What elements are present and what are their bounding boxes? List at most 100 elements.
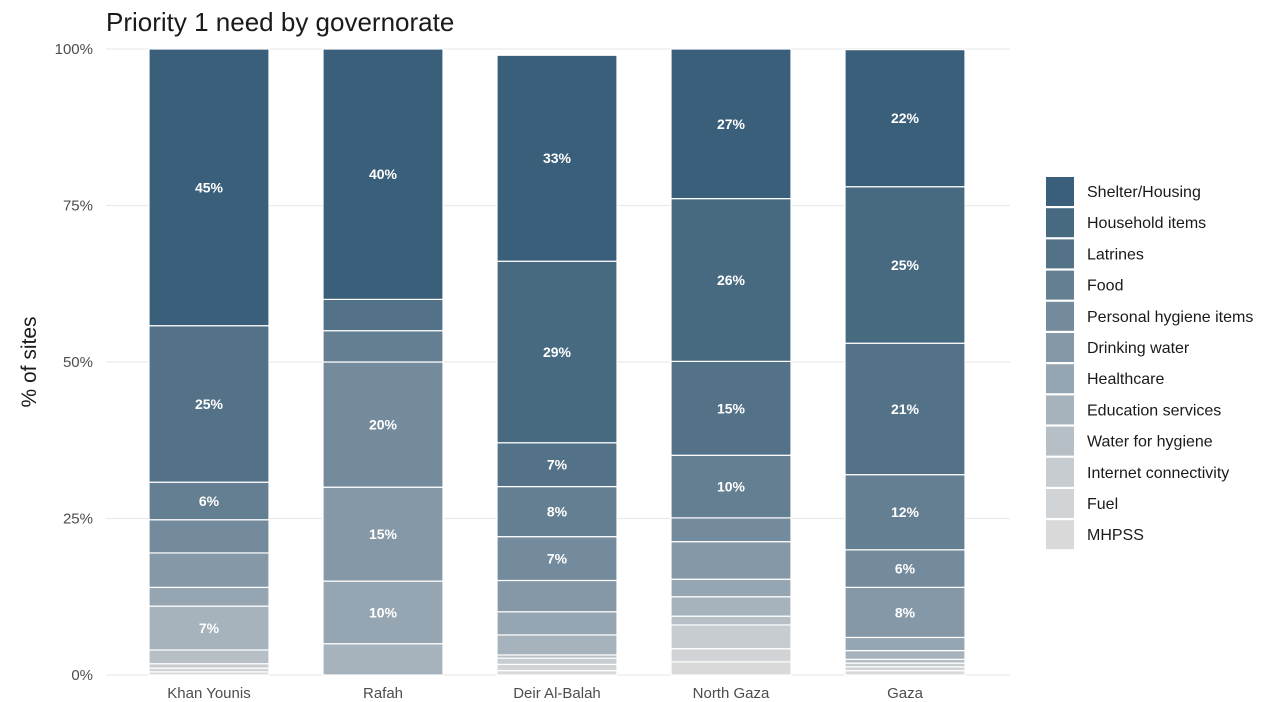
legend: Shelter/Housing Household items Latrines Fo…	[1046, 177, 1253, 550]
bar-data-label: 15%	[369, 526, 398, 542]
bar-segment	[670, 541, 792, 580]
bar-data-label: 7%	[199, 620, 220, 636]
bar-data-label: 12%	[891, 504, 920, 520]
bar-segment	[148, 605, 270, 651]
bar-segment	[496, 260, 618, 444]
legend-label: Food	[1087, 278, 1123, 295]
bar-data-label: 6%	[199, 493, 220, 509]
bar-segment	[496, 657, 618, 665]
bar-segment	[844, 549, 966, 588]
legend-label: Personal hygiene items	[1087, 309, 1253, 326]
bar-segment	[670, 48, 792, 200]
bar-segment	[148, 586, 270, 607]
y-tick-label: 25%	[63, 511, 93, 528]
legend-swatch	[1046, 426, 1074, 456]
legend-swatch	[1046, 270, 1074, 300]
bar-segment	[148, 481, 270, 521]
x-axis-ticks: Khan Younis Rafah Deir Al-Balah North Gaza G…	[167, 685, 923, 702]
legend-label: Drinking water	[1087, 340, 1190, 357]
bar-segment	[322, 330, 444, 363]
bar-segment	[496, 579, 618, 613]
bar-segment	[148, 519, 270, 554]
legend-label: Healthcare	[1087, 371, 1164, 388]
bar-data-label: 21%	[891, 401, 920, 417]
bar-segment	[670, 198, 792, 362]
bar-data-label: 40%	[369, 166, 398, 182]
legend-label: Internet connectivity	[1087, 465, 1229, 482]
bar-segment	[496, 54, 618, 262]
legend-swatch	[1046, 457, 1074, 487]
bar-data-label: 7%	[547, 551, 568, 567]
bar-data-label: 33%	[543, 150, 572, 166]
bar-segment	[670, 360, 792, 456]
legend-swatch	[1046, 301, 1074, 331]
bar-data-label: 27%	[717, 116, 746, 132]
bar-data-label: 8%	[547, 504, 568, 520]
chart-title: Priority 1 need by governorate	[106, 7, 454, 37]
y-tick-label: 100%	[55, 41, 93, 58]
x-tick-label: Gaza	[887, 685, 924, 702]
bar-data-label: 6%	[895, 561, 916, 577]
bar-segment	[670, 615, 792, 626]
bar-segment	[844, 186, 966, 344]
bar-segment	[322, 580, 444, 645]
bar-segment	[670, 454, 792, 519]
bars	[148, 48, 966, 676]
data-labels: 45% 25% 6% 7% 40% 20% 15% 10% 33% 29% 7% 8% 7% 27% 26%…	[195, 110, 920, 636]
bar-segment	[844, 342, 966, 476]
bar-segment	[322, 643, 444, 676]
bar-segment	[496, 442, 618, 488]
x-tick-label: North Gaza	[693, 685, 770, 702]
bar-data-label: 22%	[891, 110, 920, 126]
bar-segment	[496, 634, 618, 656]
bar-segment	[844, 636, 966, 652]
legend-label: Household items	[1087, 215, 1206, 232]
bar-segment	[670, 517, 792, 543]
bar-data-label: 10%	[369, 604, 398, 620]
bar-segment	[148, 552, 270, 588]
y-tick-label: 75%	[63, 198, 93, 215]
y-tick-label: 0%	[71, 667, 93, 684]
bar-segment	[670, 596, 792, 617]
bar-segment	[496, 670, 618, 676]
legend-label: Latrines	[1087, 246, 1144, 263]
bar-segment	[322, 48, 444, 300]
bar-data-label: 26%	[717, 272, 746, 288]
legend-swatch	[1046, 395, 1074, 425]
bar-data-label: 25%	[891, 257, 920, 273]
x-tick-label: Rafah	[363, 685, 403, 702]
bar-segment	[148, 663, 270, 669]
bar-data-label: 15%	[717, 400, 746, 416]
legend-swatch	[1046, 364, 1074, 394]
legend-swatch	[1046, 208, 1074, 238]
bar-segment	[148, 48, 270, 327]
y-tick-label: 50%	[63, 354, 93, 371]
bar-segment	[844, 670, 966, 676]
x-tick-label: Khan Younis	[167, 685, 250, 702]
bar-segment	[670, 661, 792, 676]
bar-data-label: 10%	[717, 479, 746, 495]
bar-segment	[844, 586, 966, 639]
bar-data-label: 25%	[195, 396, 224, 412]
legend-swatch	[1046, 177, 1074, 206]
bar-segment	[844, 49, 966, 188]
legend-label: Education services	[1087, 402, 1221, 419]
y-axis-ticks: 0% 25% 50% 75% 100%	[55, 41, 93, 684]
legend-label: Water for hygiene	[1087, 434, 1213, 451]
y-axis-title: % of sites	[18, 316, 41, 407]
bar-segment	[322, 486, 444, 582]
bar-segment	[670, 578, 792, 598]
legend-swatch	[1046, 520, 1074, 550]
bar-segment	[496, 663, 618, 672]
legend-label: Shelter/Housing	[1087, 184, 1201, 201]
bar-segment	[670, 648, 792, 663]
legend-swatch	[1046, 239, 1074, 269]
bar-data-label: 29%	[543, 344, 572, 360]
bar-segment	[322, 298, 444, 332]
bar-data-label: 7%	[547, 457, 568, 473]
legend-label: MHPSS	[1087, 527, 1144, 544]
bar-segment	[496, 611, 618, 636]
legend-label: Fuel	[1087, 496, 1118, 513]
bar-segment	[148, 649, 270, 665]
